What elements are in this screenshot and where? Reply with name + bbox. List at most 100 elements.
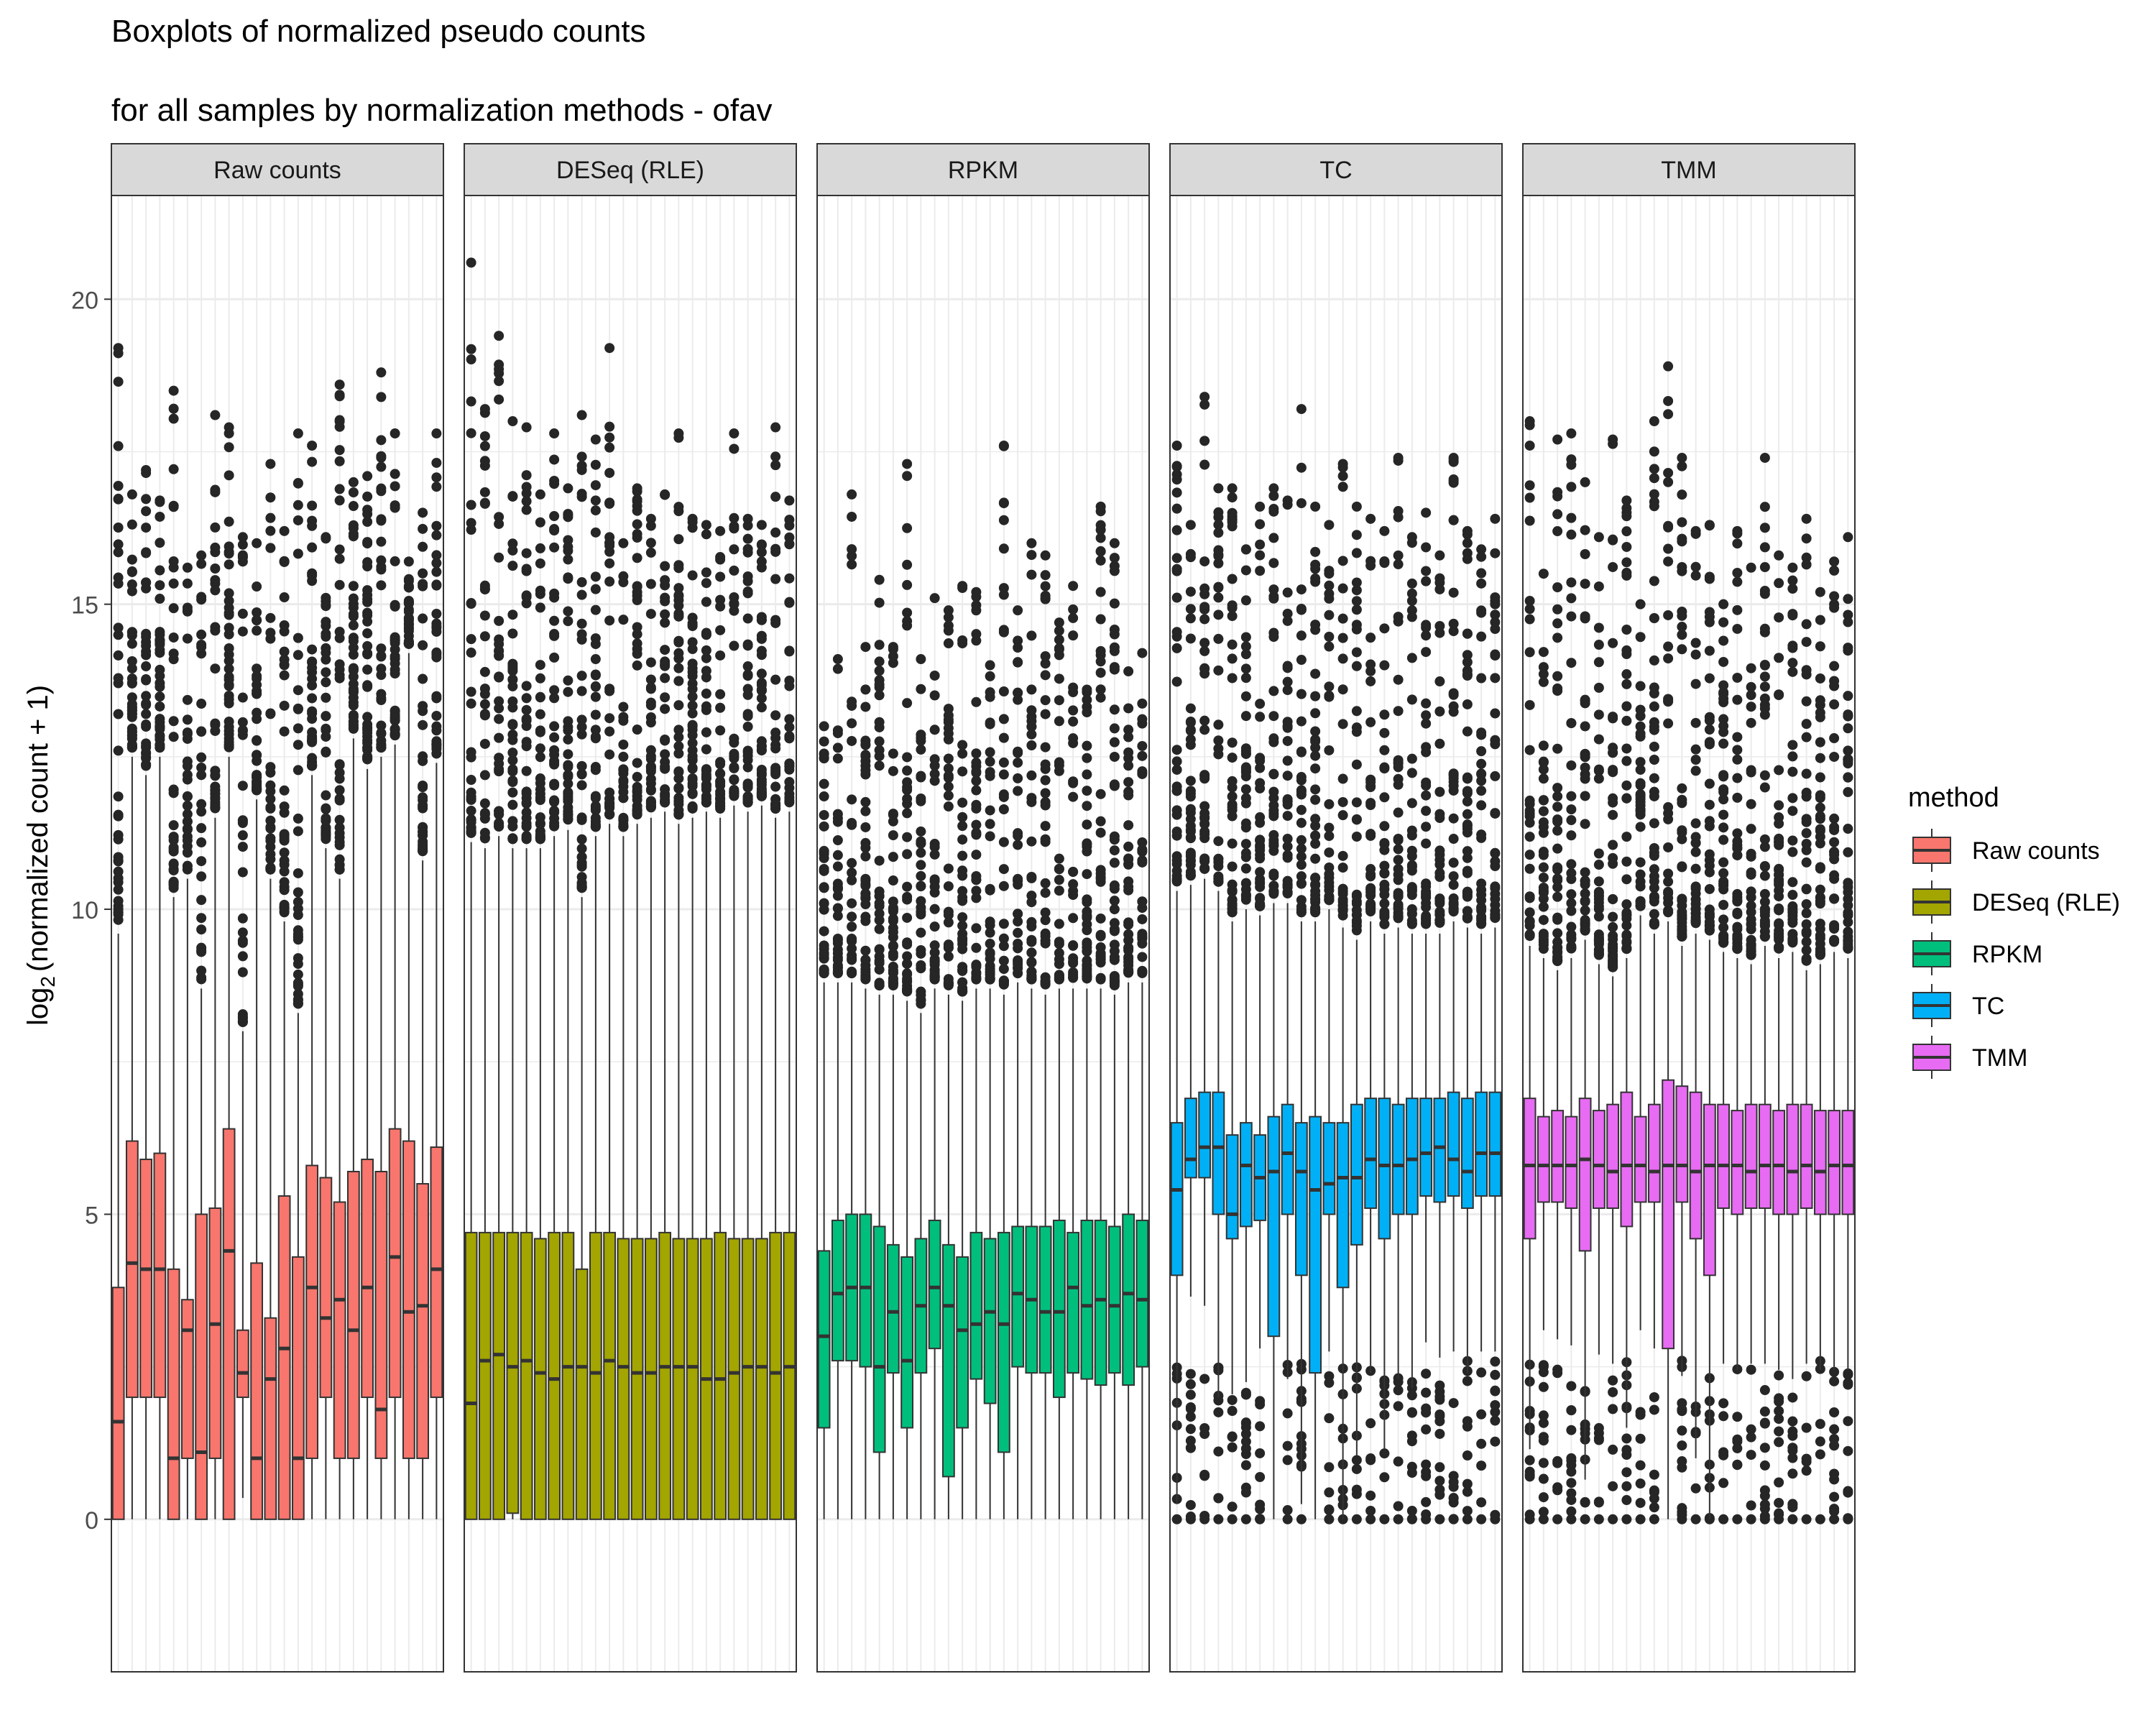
outlier-point — [376, 663, 387, 674]
box-iqr — [1122, 1213, 1135, 1386]
outlier-point — [1365, 1514, 1376, 1524]
outlier-point — [1379, 1514, 1390, 1524]
outlier-point — [1310, 890, 1321, 901]
outlier-point — [916, 684, 926, 694]
box-sample — [699, 520, 713, 1520]
outlier-point — [1649, 917, 1659, 928]
outlier-point — [1476, 746, 1487, 757]
outlier-point — [1213, 633, 1224, 644]
outlier-point — [660, 489, 671, 500]
outlier-point — [784, 795, 795, 806]
outlier-point — [943, 753, 954, 764]
outlier-point — [902, 959, 913, 970]
outlier-point — [1282, 661, 1293, 671]
outlier-point — [1109, 896, 1120, 906]
outlier-point — [1123, 885, 1134, 896]
outlier-point — [1240, 673, 1251, 684]
outlier-point — [1082, 971, 1092, 982]
outlier-point — [307, 693, 318, 704]
outlier-point — [1310, 814, 1321, 824]
outlier-point — [535, 673, 545, 684]
box-sample — [1565, 428, 1578, 1524]
outlier-point — [1324, 1413, 1335, 1424]
outlier-point — [1635, 822, 1646, 832]
outlier-point — [252, 615, 262, 625]
box-sample — [167, 385, 180, 1520]
box-iqr — [1170, 1122, 1184, 1276]
outlier-point — [1608, 809, 1618, 820]
outlier-point — [1621, 669, 1632, 680]
outlier-point — [1448, 618, 1459, 629]
outlier-point — [756, 693, 767, 704]
outlier-point — [334, 579, 345, 590]
outlier-point — [1379, 556, 1390, 566]
outlier-point — [1490, 808, 1501, 819]
outlier-point — [819, 940, 829, 951]
outlier-point — [1566, 1425, 1577, 1435]
outlier-point — [1490, 673, 1501, 684]
outlier-point — [1718, 834, 1729, 845]
outlier-point — [1310, 546, 1321, 557]
outlier-point — [1552, 487, 1563, 497]
outlier-point — [1552, 604, 1563, 615]
outlier-point — [1476, 605, 1487, 616]
outlier-point — [819, 721, 829, 732]
outlier-point — [521, 715, 532, 726]
outlier-point — [1635, 757, 1646, 768]
outlier-point — [1538, 887, 1549, 898]
outlier-point — [334, 832, 345, 843]
outlier-point — [1621, 1495, 1632, 1506]
outlier-point — [1351, 1463, 1362, 1474]
outlier-point — [784, 761, 795, 772]
outlier-point — [155, 511, 165, 522]
outlier-point — [182, 562, 193, 573]
outlier-point — [292, 685, 303, 696]
outlier-point — [1580, 791, 1590, 801]
outlier-point — [1171, 786, 1182, 796]
outlier-point — [1171, 826, 1182, 837]
outlier-point — [1421, 507, 1432, 518]
outlier-point — [1185, 1389, 1196, 1400]
box-iqr — [886, 1243, 900, 1374]
outlier-point — [1282, 811, 1293, 822]
outlier-point — [224, 674, 234, 685]
outlier-point — [1365, 800, 1376, 811]
outlier-point — [701, 672, 711, 683]
outlier-point — [1462, 628, 1473, 639]
outlier-point — [1171, 859, 1182, 870]
outlier-point — [521, 598, 532, 609]
box-iqr — [402, 1140, 415, 1459]
outlier-point — [1524, 916, 1535, 927]
facet-strip — [1522, 143, 1856, 196]
outlier-point — [1718, 900, 1729, 911]
outlier-point — [847, 921, 857, 932]
outlier-point — [1552, 743, 1563, 754]
outlier-point — [687, 612, 698, 623]
outlier-point — [1393, 1401, 1404, 1412]
outlier-point — [1013, 758, 1023, 768]
outlier-point — [521, 590, 532, 601]
outlier-point — [507, 748, 518, 758]
outlier-point — [1649, 446, 1659, 457]
outlier-point — [1393, 706, 1404, 717]
panel-background — [111, 196, 443, 1672]
outlier-point — [847, 868, 857, 878]
outlier-point — [292, 703, 303, 714]
outlier-point — [971, 785, 982, 796]
outlier-point — [1199, 863, 1210, 874]
outlier-point — [431, 580, 442, 591]
outlier-point — [113, 909, 124, 920]
outlier-point — [1227, 799, 1238, 810]
outlier-point — [618, 702, 629, 712]
outlier-point — [971, 850, 982, 860]
outlier-point — [715, 725, 726, 736]
outlier-point — [1255, 850, 1266, 860]
outlier-point — [1538, 795, 1549, 806]
outlier-point — [742, 684, 753, 694]
outlier-point — [1109, 779, 1120, 790]
outlier-point — [1199, 1429, 1210, 1440]
outlier-point — [1538, 764, 1549, 775]
outlier-point — [660, 757, 671, 768]
box-iqr — [817, 1250, 831, 1429]
outlier-point — [279, 700, 290, 711]
